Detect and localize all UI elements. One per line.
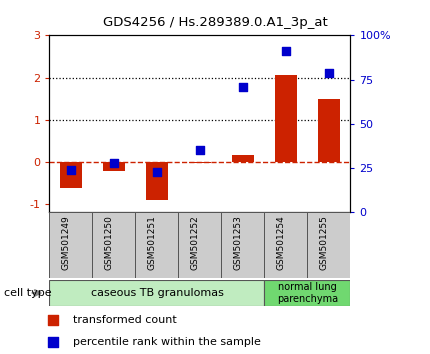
Point (68, 167, 74, 173)
Point (283, 48, 289, 54)
Text: cell type: cell type (4, 288, 52, 298)
FancyBboxPatch shape (307, 212, 350, 278)
FancyBboxPatch shape (221, 212, 264, 278)
Point (154, 169, 160, 175)
Bar (275, 75, 297, 162)
Text: GSM501249: GSM501249 (62, 215, 71, 270)
Point (50, 317, 57, 323)
Bar (146, 162, 168, 200)
FancyBboxPatch shape (135, 212, 178, 278)
Text: transformed count: transformed count (73, 315, 177, 325)
FancyBboxPatch shape (264, 212, 307, 278)
Text: GSM501253: GSM501253 (234, 215, 243, 270)
Text: GSM501252: GSM501252 (191, 215, 200, 270)
FancyBboxPatch shape (178, 212, 221, 278)
Bar (103, 162, 125, 171)
Point (326, 70, 332, 75)
Point (197, 148, 203, 153)
FancyBboxPatch shape (92, 212, 135, 278)
Text: GSM501254: GSM501254 (277, 215, 286, 270)
Point (111, 160, 117, 166)
Text: percentile rank within the sample: percentile rank within the sample (73, 337, 261, 347)
Text: GDS4256 / Hs.289389.0.A1_3p_at: GDS4256 / Hs.289389.0.A1_3p_at (103, 16, 327, 29)
Bar (189, 162, 211, 163)
Text: normal lung
parenchyma: normal lung parenchyma (277, 282, 338, 304)
Text: caseous TB granulomas: caseous TB granulomas (90, 288, 224, 298)
FancyBboxPatch shape (49, 212, 92, 278)
Point (240, 84, 246, 90)
Bar (60, 162, 82, 188)
FancyBboxPatch shape (49, 280, 264, 306)
FancyBboxPatch shape (264, 280, 350, 306)
Text: GSM501255: GSM501255 (320, 215, 329, 270)
Bar (318, 99, 340, 162)
Point (50, 339, 57, 345)
Text: GSM501250: GSM501250 (105, 215, 114, 270)
Bar (232, 155, 254, 162)
Text: GSM501251: GSM501251 (148, 215, 157, 270)
